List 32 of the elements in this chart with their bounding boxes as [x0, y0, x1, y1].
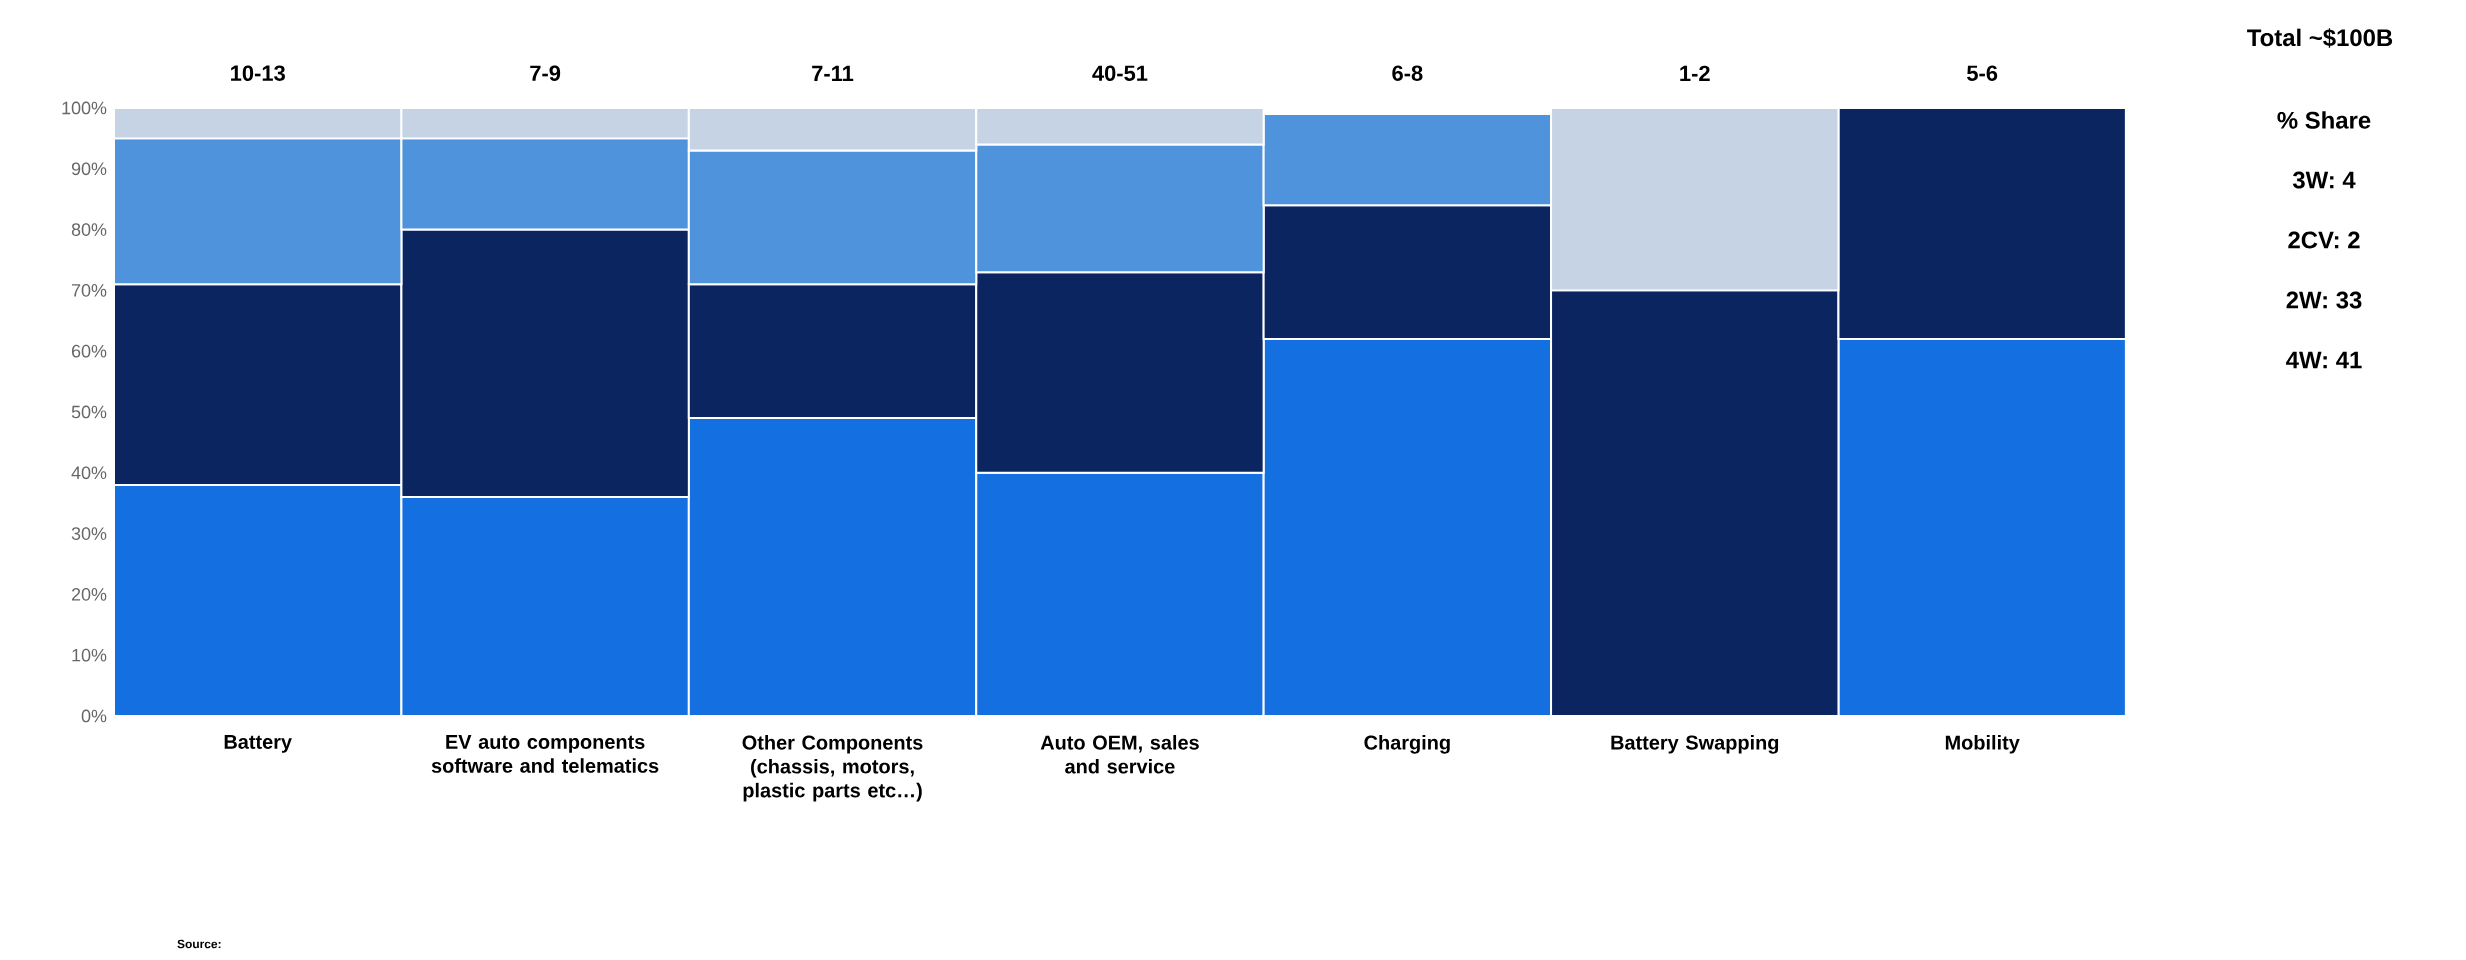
x-tick-label: EV auto components software and telematics — [431, 735, 659, 773]
x-tick-label: Battery Swapping — [1611, 735, 1779, 754]
text: 3W: 4 — [2292, 171, 2356, 189]
x-tick-label: Mobility — [1945, 735, 2020, 754]
text: 4W: 41 — [2286, 351, 2362, 369]
y-tick-label: 60% — [71, 344, 107, 358]
total-label: 6-8 — [1392, 65, 1423, 81]
y-tick-label: 10% — [72, 648, 107, 662]
y-tick-label: 100% — [62, 101, 107, 115]
y-tick-label: 20% — [71, 588, 107, 601]
y-tick-label: 80% — [71, 223, 107, 236]
x-tick-label: Other Components (chassis, motors, plastic parts etc…) — [742, 735, 923, 802]
y-tick-label: 40% — [71, 466, 107, 480]
y-tick-label: 0% — [81, 709, 107, 723]
x-tick-label: Battery — [224, 735, 292, 753]
y-tick-label: 50% — [71, 405, 107, 419]
total-label: 40-51 — [1092, 65, 1148, 81]
text: % Share — [2277, 111, 2371, 129]
x-tick-label: Auto OEM, sales and service — [1040, 735, 1199, 774]
y-tick-label: 90% — [71, 162, 107, 176]
text: 2CV: 2 — [2288, 231, 2360, 249]
total-label: 5-6 — [1967, 65, 1998, 81]
total-label: 7-9 — [530, 65, 561, 81]
text: Total ~$100B — [2247, 28, 2393, 48]
total-label: 7-11 — [812, 65, 854, 81]
x-tick-label: Charging — [1364, 735, 1450, 754]
total-label: 1-2 — [1680, 65, 1710, 81]
y-tick-label: 70% — [71, 284, 107, 297]
text: 2W: 33 — [2286, 291, 2362, 309]
total-label: 10-13 — [231, 65, 285, 81]
y-tick-label: 30% — [71, 527, 107, 540]
source-note: Source: — [177, 939, 221, 949]
